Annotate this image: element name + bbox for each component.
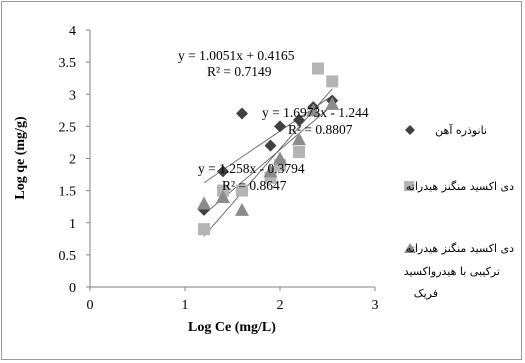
data-point-series-3 [235, 202, 249, 216]
legend-label-3-line-3: فریک [414, 287, 438, 300]
y-tick-label: 4 [69, 24, 76, 39]
data-point-series-1 [274, 120, 286, 133]
legend-label-2: دی اکسید منگنز هیدراته [406, 180, 514, 193]
data-point-series-1 [293, 113, 305, 126]
y-tick-label: 2.5 [59, 120, 77, 135]
data-point-series-3 [197, 196, 211, 210]
r2-series-1: R² = 0.8807 [288, 122, 353, 137]
y-tick-label: 0.5 [59, 249, 77, 264]
data-point-series-2 [198, 223, 210, 236]
tick-labels: 0 0.5 1 1.5 2 2.5 3 3.5 4 0 1 2 3 [59, 24, 379, 313]
data-point-series-1 [217, 165, 229, 178]
legend: نانوذره آهن دی اکسید منگنز هیدراته دی اک… [404, 123, 514, 300]
legend-label-3-line-1: دی اکسید منگنز هیدراته [406, 242, 514, 255]
data-point-series-2 [236, 184, 248, 197]
equation-series-1: y = 1.6973x - 1.244 [262, 105, 369, 120]
y-tick-label: 2 [69, 153, 76, 168]
r2-series-3: R² = 0.8647 [222, 178, 287, 193]
x-tick-label: 1 [182, 298, 189, 313]
trendline-equations: y = 1.0051x + 0.4165 R² = 0.7149 y = 1.6… [178, 48, 369, 193]
data-point-series-3 [216, 190, 230, 204]
legend-marker-square [404, 181, 414, 191]
data-point-series-3 [325, 96, 340, 110]
y-tick-label: 1.5 [59, 185, 77, 200]
r2-series-2: R² = 0.7149 [207, 64, 272, 79]
y-tick-label: 0 [69, 281, 76, 296]
data-point-series-2 [326, 75, 339, 88]
x-tick-label: 0 [87, 298, 94, 313]
data-point-series-2 [312, 62, 324, 75]
y-tick-label: 3 [69, 88, 76, 103]
equation-series-2: y = 1.0051x + 0.4165 [178, 48, 295, 63]
y-axis-label: Log qe (mg/g) [13, 116, 28, 200]
data-point-series-2 [293, 146, 305, 159]
legend-label-1: نانوذره آهن [435, 123, 487, 137]
x-axis-label: Log Ce (mg/L) [188, 320, 276, 335]
data-point-series-3 [273, 151, 287, 165]
y-tick-label: 3.5 [59, 56, 77, 71]
data-point-series-1 [236, 107, 248, 120]
data-point-series-1 [264, 139, 277, 152]
legend-label-3-line-2: ترکیبی با هیدرواکسید [404, 265, 500, 278]
data-point-series-3 [306, 103, 321, 117]
legend-marker-diamond [405, 125, 415, 135]
y-tick-label: 1 [69, 217, 76, 232]
equation-series-3: y = 1.258x - 0.3794 [198, 161, 305, 176]
x-tick-label: 2 [277, 298, 284, 313]
x-tick-label: 3 [372, 298, 379, 313]
data-points [197, 62, 340, 236]
data-point-series-3 [292, 132, 306, 146]
legend-marker-triangle [404, 243, 416, 253]
data-point-series-3 [263, 164, 278, 178]
